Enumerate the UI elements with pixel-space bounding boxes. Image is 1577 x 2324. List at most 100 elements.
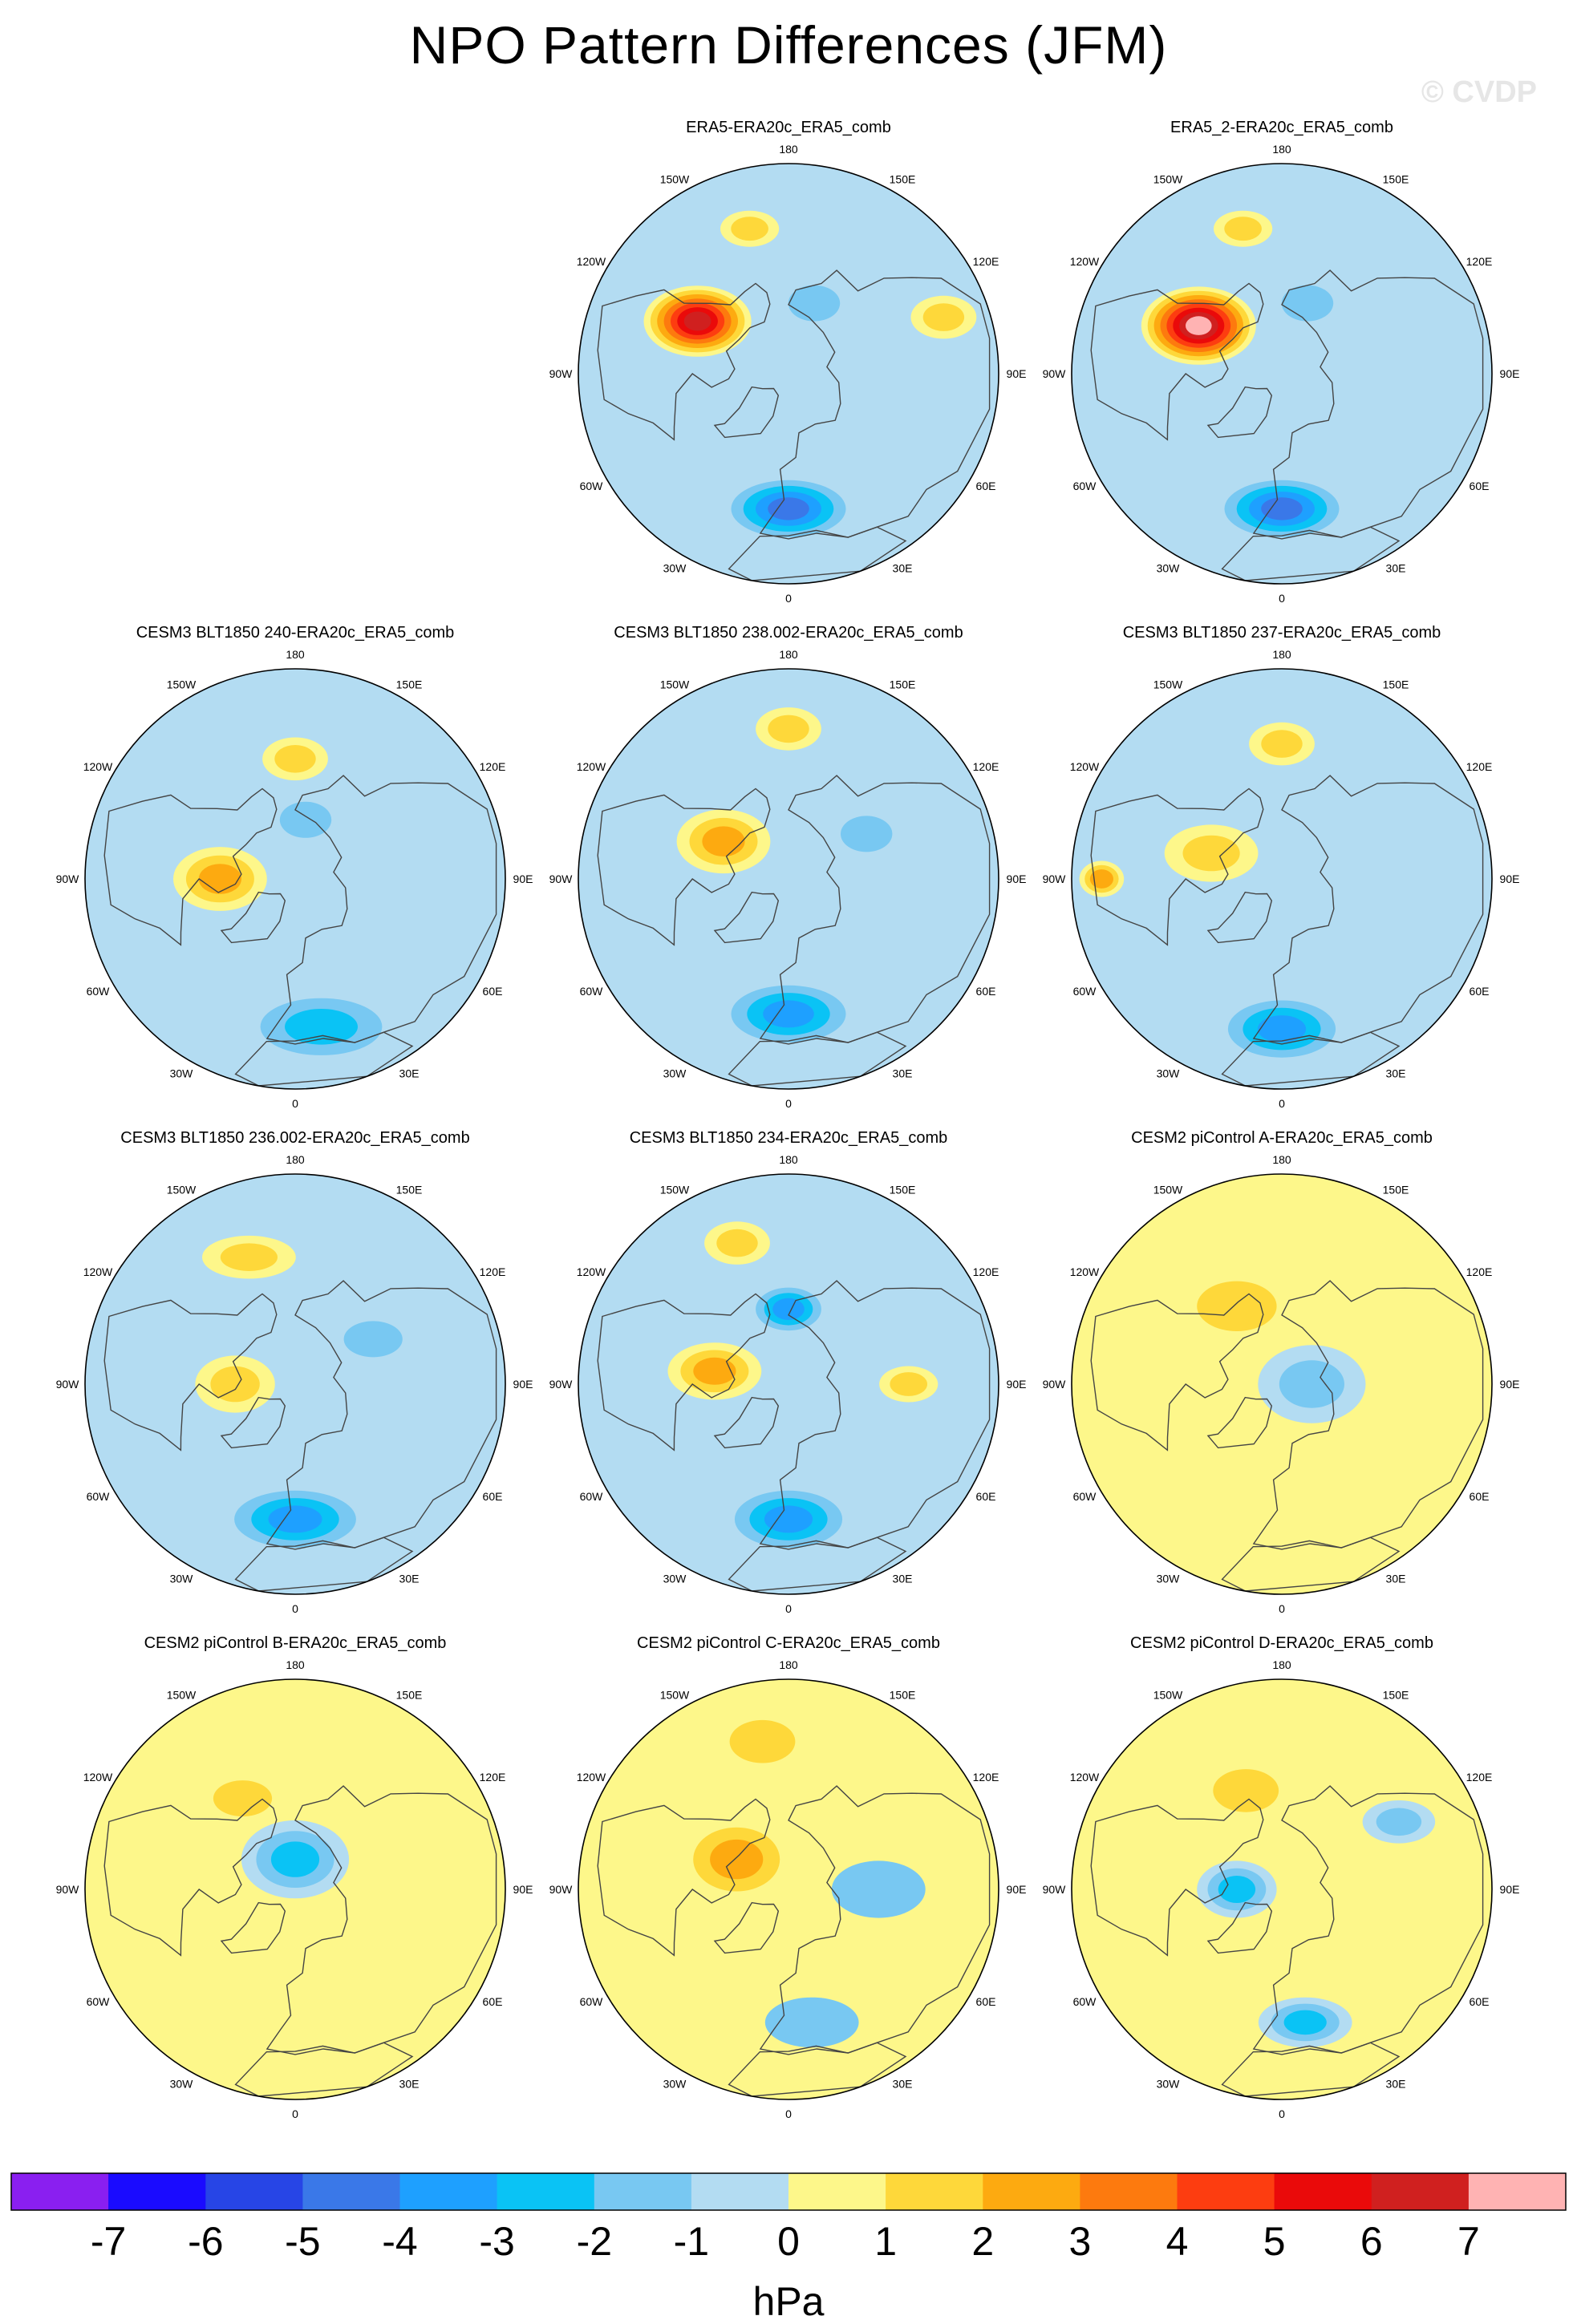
longitude-label: 150W [167, 1184, 197, 1196]
colorbar-segment [497, 2173, 595, 2210]
longitude-label: 90E [513, 1883, 533, 1896]
coastline [713, 1901, 780, 1954]
background-field [1072, 1679, 1492, 2099]
colorbar-segment [983, 2173, 1080, 2210]
longitude-label: 120E [973, 255, 999, 268]
coastline [1252, 269, 1484, 540]
longitude-label: 120E [1466, 1265, 1493, 1278]
coastline [728, 2042, 907, 2097]
longitude-label: 60W [580, 985, 604, 998]
longitude-label: 30E [893, 1067, 913, 1080]
map-border [84, 1678, 506, 2100]
coastline [1252, 1785, 1484, 2055]
colorbar-tick-label: 5 [1263, 2219, 1286, 2264]
panel-title: ERA5_2-ERA20c_ERA5_comb [1170, 119, 1393, 136]
longitude-label: 150W [1153, 1689, 1183, 1702]
background-field [578, 1679, 999, 2099]
colorbar-segment [691, 2173, 789, 2210]
map-panel: 180 150E 120E 90E 60E 30E 0 30W 60W 90W 120W 150W [1043, 1153, 1520, 1615]
coastline [713, 1396, 780, 1449]
longitude-label: 120E [480, 760, 506, 773]
longitude-label: 120E [973, 1265, 999, 1278]
panel-title: ERA5-ERA20c_ERA5_comb [686, 119, 891, 136]
map-border [84, 668, 506, 1090]
longitude-label: 30E [399, 1067, 420, 1080]
map-panel: 180 150E 120E 90E 60E 30E 0 30W 60W 90W 120W 150W [1043, 648, 1520, 1110]
longitude-label: 90E [1007, 1378, 1027, 1391]
map-border [578, 668, 999, 1090]
contour-region [285, 1009, 358, 1045]
contour-region [693, 1357, 736, 1385]
longitude-label: 30E [1386, 562, 1406, 575]
longitude-label: 120E [1466, 255, 1493, 268]
panel-title: CESM2 piControl D-ERA20c_ERA5_comb [1130, 1634, 1433, 1652]
longitude-label: 180 [1272, 143, 1291, 156]
longitude-label: 90W [1043, 367, 1067, 380]
map-panel: 180 150E 120E 90E 60E 30E 0 30W 60W 90W 120W 150W [549, 1658, 1027, 2120]
contour-region [213, 1780, 273, 1817]
coastline [103, 1798, 278, 1957]
longitude-label: 150E [396, 678, 423, 691]
map-panel: 180 150E 120E 90E 60E 30E 0 30W 60W 90W 120W 150W [56, 648, 533, 1110]
colorbar-units: hPa [752, 2279, 825, 2324]
longitude-label: 150W [1153, 678, 1183, 691]
contour-region [841, 816, 893, 852]
longitude-label: 120W [577, 1771, 606, 1783]
longitude-label: 60W [1073, 1490, 1097, 1503]
longitude-label: 90E [1007, 367, 1027, 380]
longitude-label: 150W [1153, 173, 1183, 186]
panel-title: CESM2 piControl A-ERA20c_ERA5_comb [1131, 1129, 1433, 1147]
longitude-label: 150W [660, 1184, 690, 1196]
longitude-label: 120W [83, 760, 113, 773]
contour-region [1261, 497, 1303, 520]
background-field [578, 1174, 999, 1594]
colorbar-segment [399, 2173, 498, 2210]
coastline [759, 269, 991, 540]
colorbar-segment [1468, 2173, 1567, 2210]
coastline [103, 787, 278, 946]
contour-region [1213, 1769, 1279, 1812]
colorbar-tick-label: 7 [1457, 2219, 1480, 2264]
longitude-label: 90W [549, 873, 574, 885]
longitude-label: 0 [292, 1602, 298, 1615]
longitude-label: 90E [1007, 873, 1027, 885]
longitude-label: 60W [580, 1490, 604, 1503]
contour-region [716, 1229, 758, 1257]
coastline [728, 1031, 907, 1087]
contour-region [729, 1719, 796, 1763]
longitude-label: 90E [513, 873, 533, 885]
longitude-label: 60W [1073, 985, 1097, 998]
longitude-label: 120W [1070, 760, 1100, 773]
longitude-label: 90E [1500, 1883, 1520, 1896]
coastline [597, 787, 771, 946]
longitude-label: 0 [785, 2107, 792, 2120]
longitude-label: 120W [1070, 255, 1100, 268]
longitude-label: 90W [549, 1378, 574, 1391]
longitude-label: 150W [660, 678, 690, 691]
contour-region [1279, 1360, 1344, 1408]
longitude-label: 60E [976, 1995, 996, 2008]
coastline [713, 891, 780, 944]
contour-region [1197, 1281, 1277, 1332]
background-field [578, 164, 999, 584]
longitude-label: 120W [1070, 1265, 1100, 1278]
longitude-label: 120W [577, 255, 606, 268]
contour-region [1376, 1808, 1422, 1836]
coastline [1221, 1537, 1401, 1592]
coastline [1252, 775, 1484, 1045]
coastline [728, 1537, 907, 1592]
coastline [597, 1293, 771, 1451]
background-field [1072, 164, 1492, 584]
longitude-label: 90E [1500, 873, 1520, 885]
coastline [234, 1031, 414, 1087]
background-field [85, 1174, 505, 1594]
colorbar-segment [1080, 2173, 1178, 2210]
colorbar-segment [302, 2173, 400, 2210]
panel-title: CESM3 BLT1850 237-ERA20c_ERA5_comb [1122, 624, 1441, 642]
longitude-label: 0 [1279, 1097, 1285, 1110]
longitude-label: 120W [83, 1771, 113, 1783]
map-panel: 180 150E 120E 90E 60E 30E 0 30W 60W 90W 120W 150W [56, 1658, 533, 2120]
longitude-label: 0 [1279, 592, 1285, 605]
longitude-label: 60W [87, 1995, 111, 2008]
